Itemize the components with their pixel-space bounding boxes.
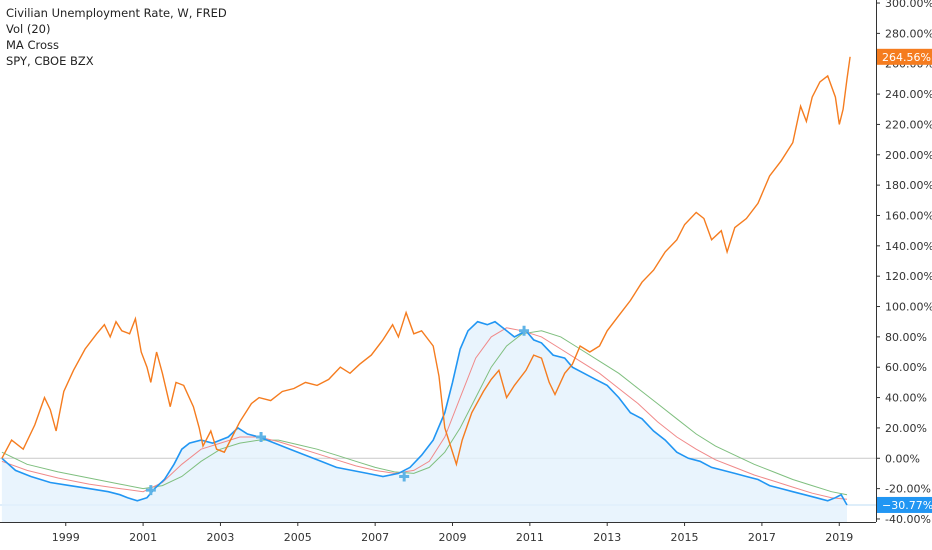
y-tick-label: 240.00% (885, 88, 932, 101)
y-tick-label: 100.00% (885, 301, 932, 314)
ma-cross-marker[interactable] (145, 485, 156, 496)
unemployment-rate-line[interactable] (1, 320, 848, 506)
y-tick-label: 80.00% (885, 331, 927, 344)
x-tick-label: 2005 (284, 531, 312, 544)
x-tick-label: 2003 (206, 531, 234, 544)
legend: Civilian Unemployment Rate, W, FRED Vol … (6, 5, 227, 69)
x-tick-label: 2011 (516, 531, 544, 544)
legend-unemployment-rate[interactable]: Civilian Unemployment Rate, W, FRED (6, 6, 227, 20)
last-value-badge (877, 48, 932, 65)
y-tick-label: 120.00% (885, 270, 932, 283)
x-tick-label: 2019 (825, 531, 853, 544)
y-tick-label: 20.00% (885, 422, 927, 435)
legend-ma-cross[interactable]: MA Cross (6, 38, 59, 52)
ma-cross-marker[interactable] (519, 325, 530, 336)
last-value-badges: 264.56% −30.77% (877, 48, 932, 513)
y-tick-label: 300.00% (885, 0, 932, 10)
last-value-label: 264.56% (882, 51, 931, 64)
y-tick-label: 60.00% (885, 361, 927, 374)
last-value-badge (877, 496, 932, 513)
price-axis[interactable]: 300.00%280.00%260.00%240.00%220.00%200.0… (876, 0, 932, 526)
x-tick-label: 2009 (439, 531, 467, 544)
x-tick-label: 2015 (671, 531, 699, 544)
y-tick-label: 280.00% (885, 27, 932, 40)
y-tick-label: 40.00% (885, 392, 927, 405)
last-value-label: −30.77% (882, 499, 932, 512)
spy-line[interactable] (1, 56, 851, 467)
y-tick-label: -40.00% (885, 513, 931, 526)
x-tick-label: 2007 (361, 531, 389, 544)
plot-area[interactable] (0, 56, 876, 522)
x-tick-label: 2017 (748, 531, 776, 544)
x-tick-label: 2013 (593, 531, 621, 544)
x-tick-label: 2001 (129, 531, 157, 544)
y-tick-label: 140.00% (885, 240, 932, 253)
ma-fast-line[interactable] (1, 327, 848, 500)
y-tick-label: 0.00% (885, 452, 920, 465)
y-tick-label: -20.00% (885, 483, 931, 496)
y-tick-label: 200.00% (885, 149, 932, 162)
y-tick-label: 220.00% (885, 118, 932, 131)
legend-spy[interactable]: SPY, CBOE BZX (6, 54, 94, 68)
ma-slow-line[interactable] (1, 330, 848, 496)
unemployment-area-fill (1, 321, 847, 522)
ma-cross-marker[interactable] (399, 471, 410, 482)
y-tick-label: 180.00% (885, 179, 932, 192)
legend-volume-indicator[interactable]: Vol (20) (6, 22, 51, 36)
x-tick-label: 1999 (52, 531, 80, 544)
y-tick-label: 160.00% (885, 209, 932, 222)
time-axis[interactable]: 1999 2001 2003 2005 2007 2009 2011 2013 2015 2017… (52, 522, 854, 544)
ma-cross-marker[interactable] (256, 432, 267, 443)
